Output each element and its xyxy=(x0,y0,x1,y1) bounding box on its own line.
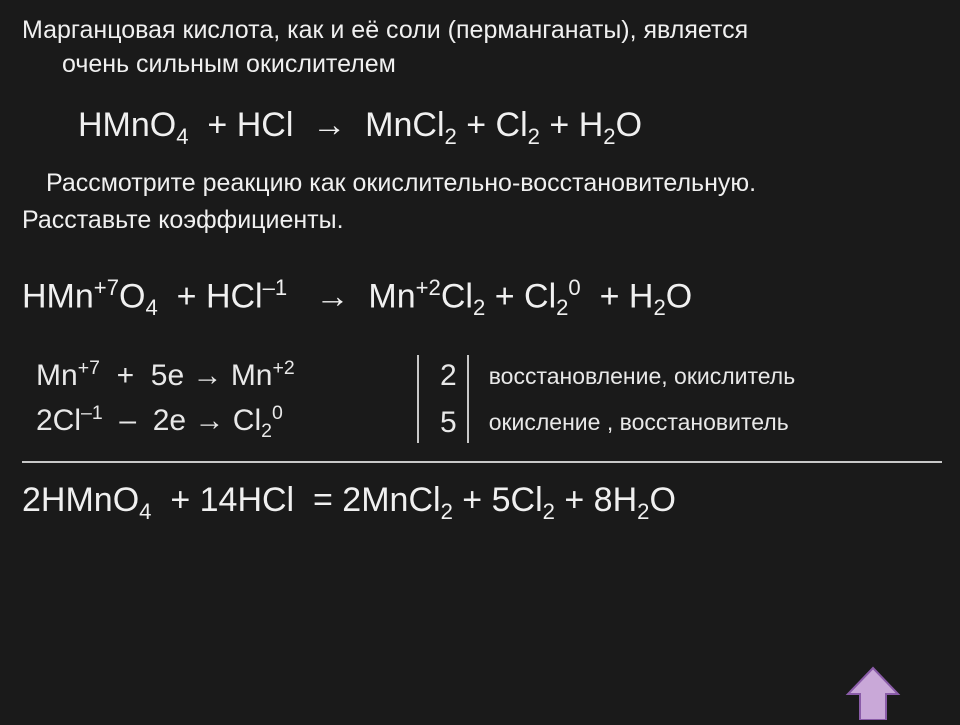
instruction-1: Рассмотрите реакцию как окислительно-вос… xyxy=(22,169,942,198)
intro-line-1: Марганцовая кислота, как и её соли (перм… xyxy=(22,16,748,44)
half-reaction-1-eq: Mn+7 + 5e → Mn+2 xyxy=(36,353,416,398)
back-arrow-icon[interactable] xyxy=(840,664,906,720)
equation-unbalanced: HMnO4 + HCl → MnCl2 + Cl2 + H2O xyxy=(22,106,942,150)
half-reaction-2-eq: 2Cl–1 – 2e → Cl20 xyxy=(36,398,416,446)
equation-balanced: 2HMnO4 + 14HCl = 2MnCl2 + 5Cl2 + 8H2O xyxy=(22,481,942,525)
half-reaction-1-desc: восстановление, окислитель xyxy=(481,359,796,394)
half-reactions-block: Mn+7 + 5e → Mn+2 2 восстановление, окисл… xyxy=(22,353,942,446)
half-reaction-row-2: 2Cl–1 – 2e → Cl20 5 окисление , восстано… xyxy=(36,398,795,446)
divider-vertical-1 xyxy=(417,355,419,443)
half-reaction-2-coef: 5 xyxy=(426,400,471,445)
intro-text: Марганцовая кислота, как и её соли (перм… xyxy=(22,14,942,82)
intro-line-2: очень сильным окислителем xyxy=(22,48,942,82)
instruction-2: Расставьте коэффициенты. xyxy=(22,206,942,235)
half-reaction-1-coef: 2 xyxy=(426,353,471,398)
divider-horizontal xyxy=(22,461,942,463)
equation-oxidation-states: HMn+7O4 + HCl–1 → Mn+2Cl2 + Cl20 + H2O xyxy=(22,275,942,321)
half-reaction-2-desc: окисление , восстановитель xyxy=(481,405,789,440)
divider-vertical-2 xyxy=(467,355,469,443)
half-reaction-row-1: Mn+7 + 5e → Mn+2 2 восстановление, окисл… xyxy=(36,353,795,398)
